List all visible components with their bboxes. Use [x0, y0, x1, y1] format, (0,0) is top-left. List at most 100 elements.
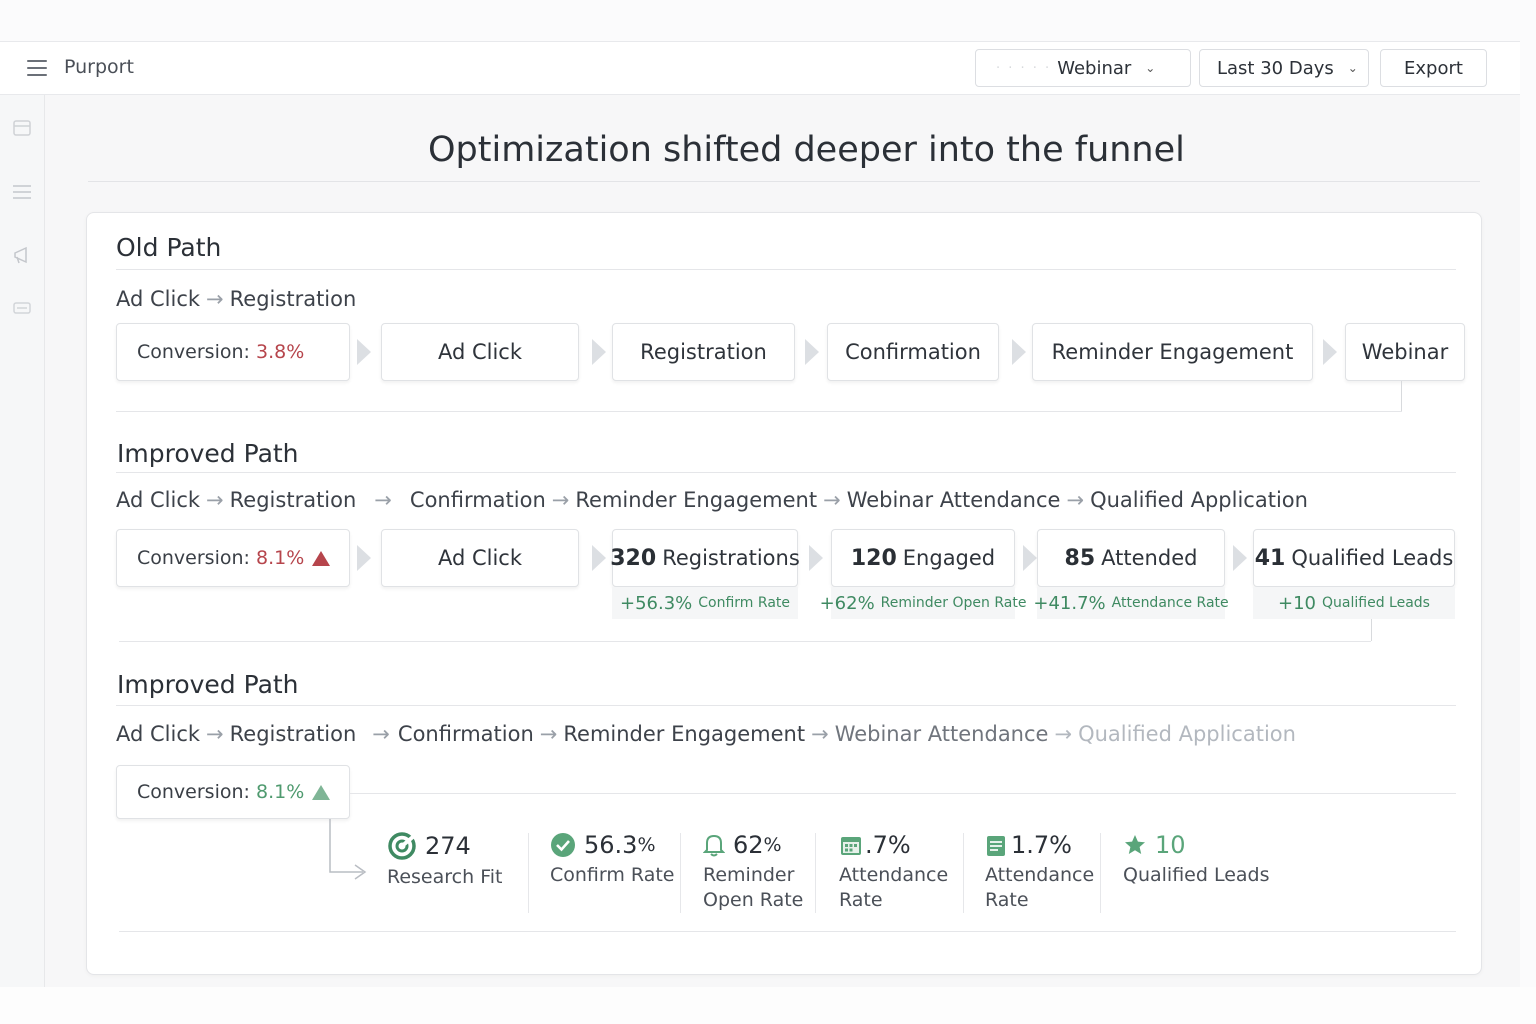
conversion-value: 3.8%	[255, 341, 305, 363]
stage-count: 120	[850, 545, 897, 571]
metric-value: .7%	[865, 831, 911, 859]
old-conversion-box: Conversion: 3.8%	[116, 323, 350, 381]
chevron-right-icon	[357, 339, 371, 365]
bottom-strip	[0, 987, 1536, 1024]
path-step: Registration	[229, 488, 357, 512]
stage-box-qualified[interactable]: 41 Qualified Leads	[1253, 529, 1455, 587]
page-title: Optimization shifted deeper into the fun…	[428, 130, 1185, 170]
chevron-right-icon	[805, 339, 819, 365]
divider	[119, 931, 1456, 932]
metric-unit: %	[763, 834, 782, 856]
old-path-summary: Ad Click → Registration	[116, 287, 356, 311]
improved-path-summary: Ad Click → Registration → Confirmation → Remin…	[116, 722, 1296, 746]
path-step: Webinar Attendance	[834, 722, 1049, 746]
chevron-right-icon	[809, 545, 823, 571]
path-step: Ad Click	[116, 722, 201, 746]
arrow-right-icon: →	[811, 722, 829, 746]
metric-unit: %	[637, 834, 656, 856]
path-step: Webinar Attendance	[846, 488, 1061, 512]
improved-path-title: Improved Path	[117, 439, 299, 468]
path-step: Qualified Application	[1090, 488, 1308, 512]
improved-conversion-box: Conversion: 8.1%	[116, 529, 350, 587]
improved-step-box[interactable]: Ad Click	[381, 529, 579, 587]
metric-label: Attendance	[839, 864, 949, 886]
chevron-right-icon	[592, 545, 606, 571]
arrow-right-icon: →	[372, 722, 390, 746]
conversion-label: Conversion:	[137, 341, 250, 363]
dashboard-icon[interactable]	[12, 120, 32, 141]
old-step-box[interactable]: Webinar	[1345, 323, 1465, 381]
delta-label: Reminder Open Rate	[880, 595, 1027, 611]
metric-attendance-rate-2: 1.7% Attendance Rate	[985, 831, 1094, 913]
metric-label: Reminder	[703, 864, 795, 886]
metric-qualified-leads: 10 Qualified Leads	[1123, 831, 1270, 888]
keyboard-icon[interactable]	[12, 298, 32, 319]
metric-value: 1.7%	[1011, 831, 1072, 859]
list-icon[interactable]	[12, 183, 32, 206]
path-step: Ad Click	[116, 488, 201, 512]
divider	[350, 793, 1456, 794]
delta-label: Qualified Leads	[1322, 595, 1430, 611]
date-range-dropdown[interactable]: Last 30 Days ⌄	[1199, 49, 1369, 87]
metric-attendance-rate: .7% Attendance Rate	[839, 831, 948, 913]
stage-label: Engaged	[902, 546, 996, 570]
metric-label: Research Fit	[387, 866, 503, 888]
divider	[1100, 833, 1101, 913]
delta-value: +62%	[819, 592, 875, 614]
path-step: Reminder Engagement	[575, 488, 818, 512]
old-step-box[interactable]: Confirmation	[827, 323, 999, 381]
metric-label: Qualified Leads	[1123, 864, 1270, 886]
conversion-value: 8.1%	[255, 547, 305, 569]
divider	[528, 833, 529, 913]
improved-conversion-box: Conversion: 8.1%	[116, 765, 350, 819]
divider	[116, 411, 1402, 412]
check-circle-icon	[550, 832, 576, 858]
menu-icon[interactable]	[27, 60, 47, 76]
stage-box-engaged[interactable]: 120 Engaged	[831, 529, 1015, 587]
delta-value: +56.3%	[620, 592, 693, 614]
stage-label: Registrations	[662, 546, 800, 570]
chevron-right-icon	[1012, 339, 1026, 365]
old-step-box[interactable]: Reminder Engagement	[1032, 323, 1313, 381]
stage-count: 41	[1254, 545, 1286, 571]
old-step-box[interactable]: Registration	[612, 323, 795, 381]
conversion-label: Conversion:	[137, 547, 250, 569]
arrow-right-icon: →	[206, 488, 224, 512]
arrow-right-icon: →	[206, 722, 224, 746]
connector-line	[1401, 381, 1402, 411]
path-step: Ad Click	[116, 287, 201, 311]
divider	[680, 833, 681, 913]
export-button[interactable]: Export	[1380, 49, 1487, 87]
divider	[119, 641, 1371, 642]
path-step: Confirmation	[409, 488, 546, 512]
stage-box-registrations[interactable]: 320 Registrations	[610, 529, 800, 587]
stage-delta: +10 Qualified Leads	[1253, 587, 1455, 619]
path-step: Reminder Engagement	[563, 722, 806, 746]
webinar-dropdown[interactable]: · · · · · Webinar ⌄	[975, 49, 1191, 87]
chevron-right-icon	[1023, 545, 1037, 571]
divider	[815, 833, 816, 913]
stage-box-attended[interactable]: 85 Attended	[1037, 529, 1225, 587]
connector-line	[1371, 619, 1372, 641]
megaphone-icon[interactable]	[12, 245, 32, 270]
stage-count: 320	[610, 545, 657, 571]
chevron-right-icon	[1323, 339, 1337, 365]
delta-label: Attendance Rate	[1111, 595, 1229, 611]
arrow-right-icon: →	[539, 722, 558, 746]
stage-label: Qualified Leads	[1291, 546, 1454, 570]
funnel-card: Old Path Ad Click → Registration Conversio…	[86, 212, 1482, 975]
stage-delta: +41.7% Attendance Rate	[1033, 587, 1229, 619]
filter-faded-text: · · · · ·	[996, 60, 1052, 76]
webinar-dropdown-label: Webinar	[1057, 57, 1132, 79]
chevron-right-icon	[592, 339, 606, 365]
old-step-box[interactable]: Ad Click	[381, 323, 579, 381]
divider	[88, 181, 1480, 182]
bell-icon	[703, 833, 725, 857]
stage-label: Attended	[1101, 546, 1198, 570]
metric-research-fit: 274 Research Fit	[387, 831, 502, 890]
divider	[116, 472, 1456, 473]
triangle-up-icon	[312, 784, 331, 800]
metric-value: 56.3	[584, 831, 638, 859]
delta-label: Confirm Rate	[698, 595, 790, 611]
arrow-right-icon: →	[206, 287, 224, 311]
